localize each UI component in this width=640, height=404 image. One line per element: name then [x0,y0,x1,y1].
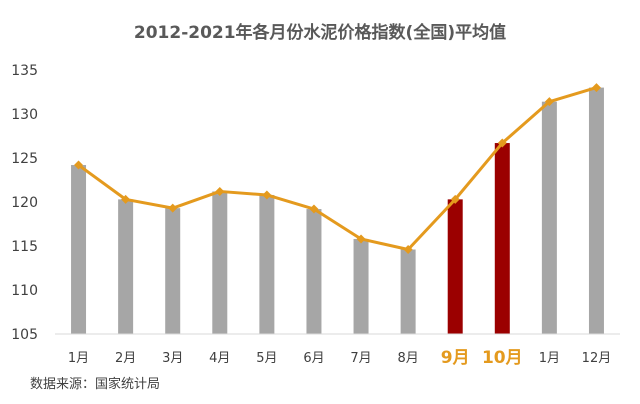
line-point [262,190,272,200]
x-tick-label: 2月 [115,351,136,366]
line-point [356,234,366,244]
bar [588,87,604,334]
bar-series [71,87,604,335]
bar [541,101,557,335]
line-point [309,204,319,214]
line-series [74,83,601,255]
y-tick-label: 130 [11,107,38,123]
x-tick-label: 9月 [441,348,470,368]
x-tick-label: 3月 [162,351,183,366]
x-tick-label: 1月 [68,351,89,366]
bar [165,208,181,334]
line-point [215,186,225,196]
bar [306,209,322,334]
line-point [403,245,413,255]
x-tick-label: 12月 [582,351,612,366]
bar [447,199,463,334]
x-tick-label: 6月 [303,351,324,366]
line-point [168,203,178,213]
x-tick-label: 10月 [482,348,523,368]
x-axis: 1月 2月 3月 4月 5月 6月 7月 8月 9月 10月 1月 12月 [68,348,611,368]
y-tick-label: 120 [11,195,38,211]
x-tick-label: 5月 [256,351,277,366]
x-tick-label: 4月 [209,351,230,366]
bar [71,165,87,334]
bar [212,191,228,334]
line-point [544,97,554,107]
y-tick-label: 135 [11,63,38,79]
bar [400,249,416,334]
y-tick-label: 105 [11,327,38,343]
x-tick-label: 1月 [539,351,560,366]
bar [259,194,275,334]
x-tick-label: 8月 [397,351,418,366]
series-line [77,86,597,252]
y-tick-label: 125 [11,151,38,167]
source-note: 数据来源：国家统计局 [30,376,160,392]
y-tick-label: 115 [11,239,38,255]
y-axis: 105 110 115 120 125 130 135 [11,63,38,343]
line-point [74,160,84,170]
chart-title: 2012-2021年各月份水泥价格指数(全国)平均值 [134,22,506,43]
line-point [121,194,131,204]
line-point [497,138,507,148]
bar [494,143,510,334]
y-tick-label: 110 [11,283,38,299]
x-tick-label: 7月 [350,351,371,366]
bar [118,199,134,334]
line-point [450,194,460,204]
bar [353,238,369,334]
line-point [591,83,601,93]
